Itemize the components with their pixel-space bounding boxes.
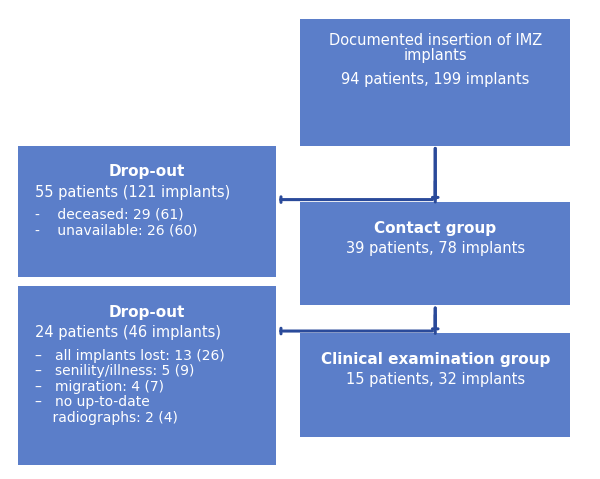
Text: Drop-out: Drop-out <box>109 164 185 180</box>
Text: –   migration: 4 (7): – migration: 4 (7) <box>35 380 164 394</box>
FancyBboxPatch shape <box>300 202 571 305</box>
FancyBboxPatch shape <box>18 146 277 277</box>
Text: -    unavailable: 26 (60): - unavailable: 26 (60) <box>35 223 198 237</box>
Text: –   all implants lost: 13 (26): – all implants lost: 13 (26) <box>35 349 225 363</box>
Text: –   senility/illness: 5 (9): – senility/illness: 5 (9) <box>35 364 195 378</box>
FancyBboxPatch shape <box>300 333 571 437</box>
Text: implants: implants <box>403 48 467 63</box>
Text: 15 patients, 32 implants: 15 patients, 32 implants <box>346 372 525 388</box>
Text: Documented insertion of IMZ: Documented insertion of IMZ <box>329 33 542 48</box>
Text: Drop-out: Drop-out <box>109 305 185 320</box>
Text: radiographs: 2 (4): radiographs: 2 (4) <box>35 411 178 424</box>
Text: Contact group: Contact group <box>374 221 496 236</box>
FancyBboxPatch shape <box>300 19 571 146</box>
Text: 94 patients, 199 implants: 94 patients, 199 implants <box>341 72 529 87</box>
Text: 39 patients, 78 implants: 39 patients, 78 implants <box>346 241 525 256</box>
Text: 55 patients (121 implants): 55 patients (121 implants) <box>35 184 230 200</box>
Text: Clinical examination group: Clinical examination group <box>320 352 550 367</box>
FancyBboxPatch shape <box>18 286 277 465</box>
Text: –   no up-to-date: – no up-to-date <box>35 395 150 409</box>
Text: 24 patients (46 implants): 24 patients (46 implants) <box>35 325 221 341</box>
Text: -    deceased: 29 (61): - deceased: 29 (61) <box>35 208 184 222</box>
